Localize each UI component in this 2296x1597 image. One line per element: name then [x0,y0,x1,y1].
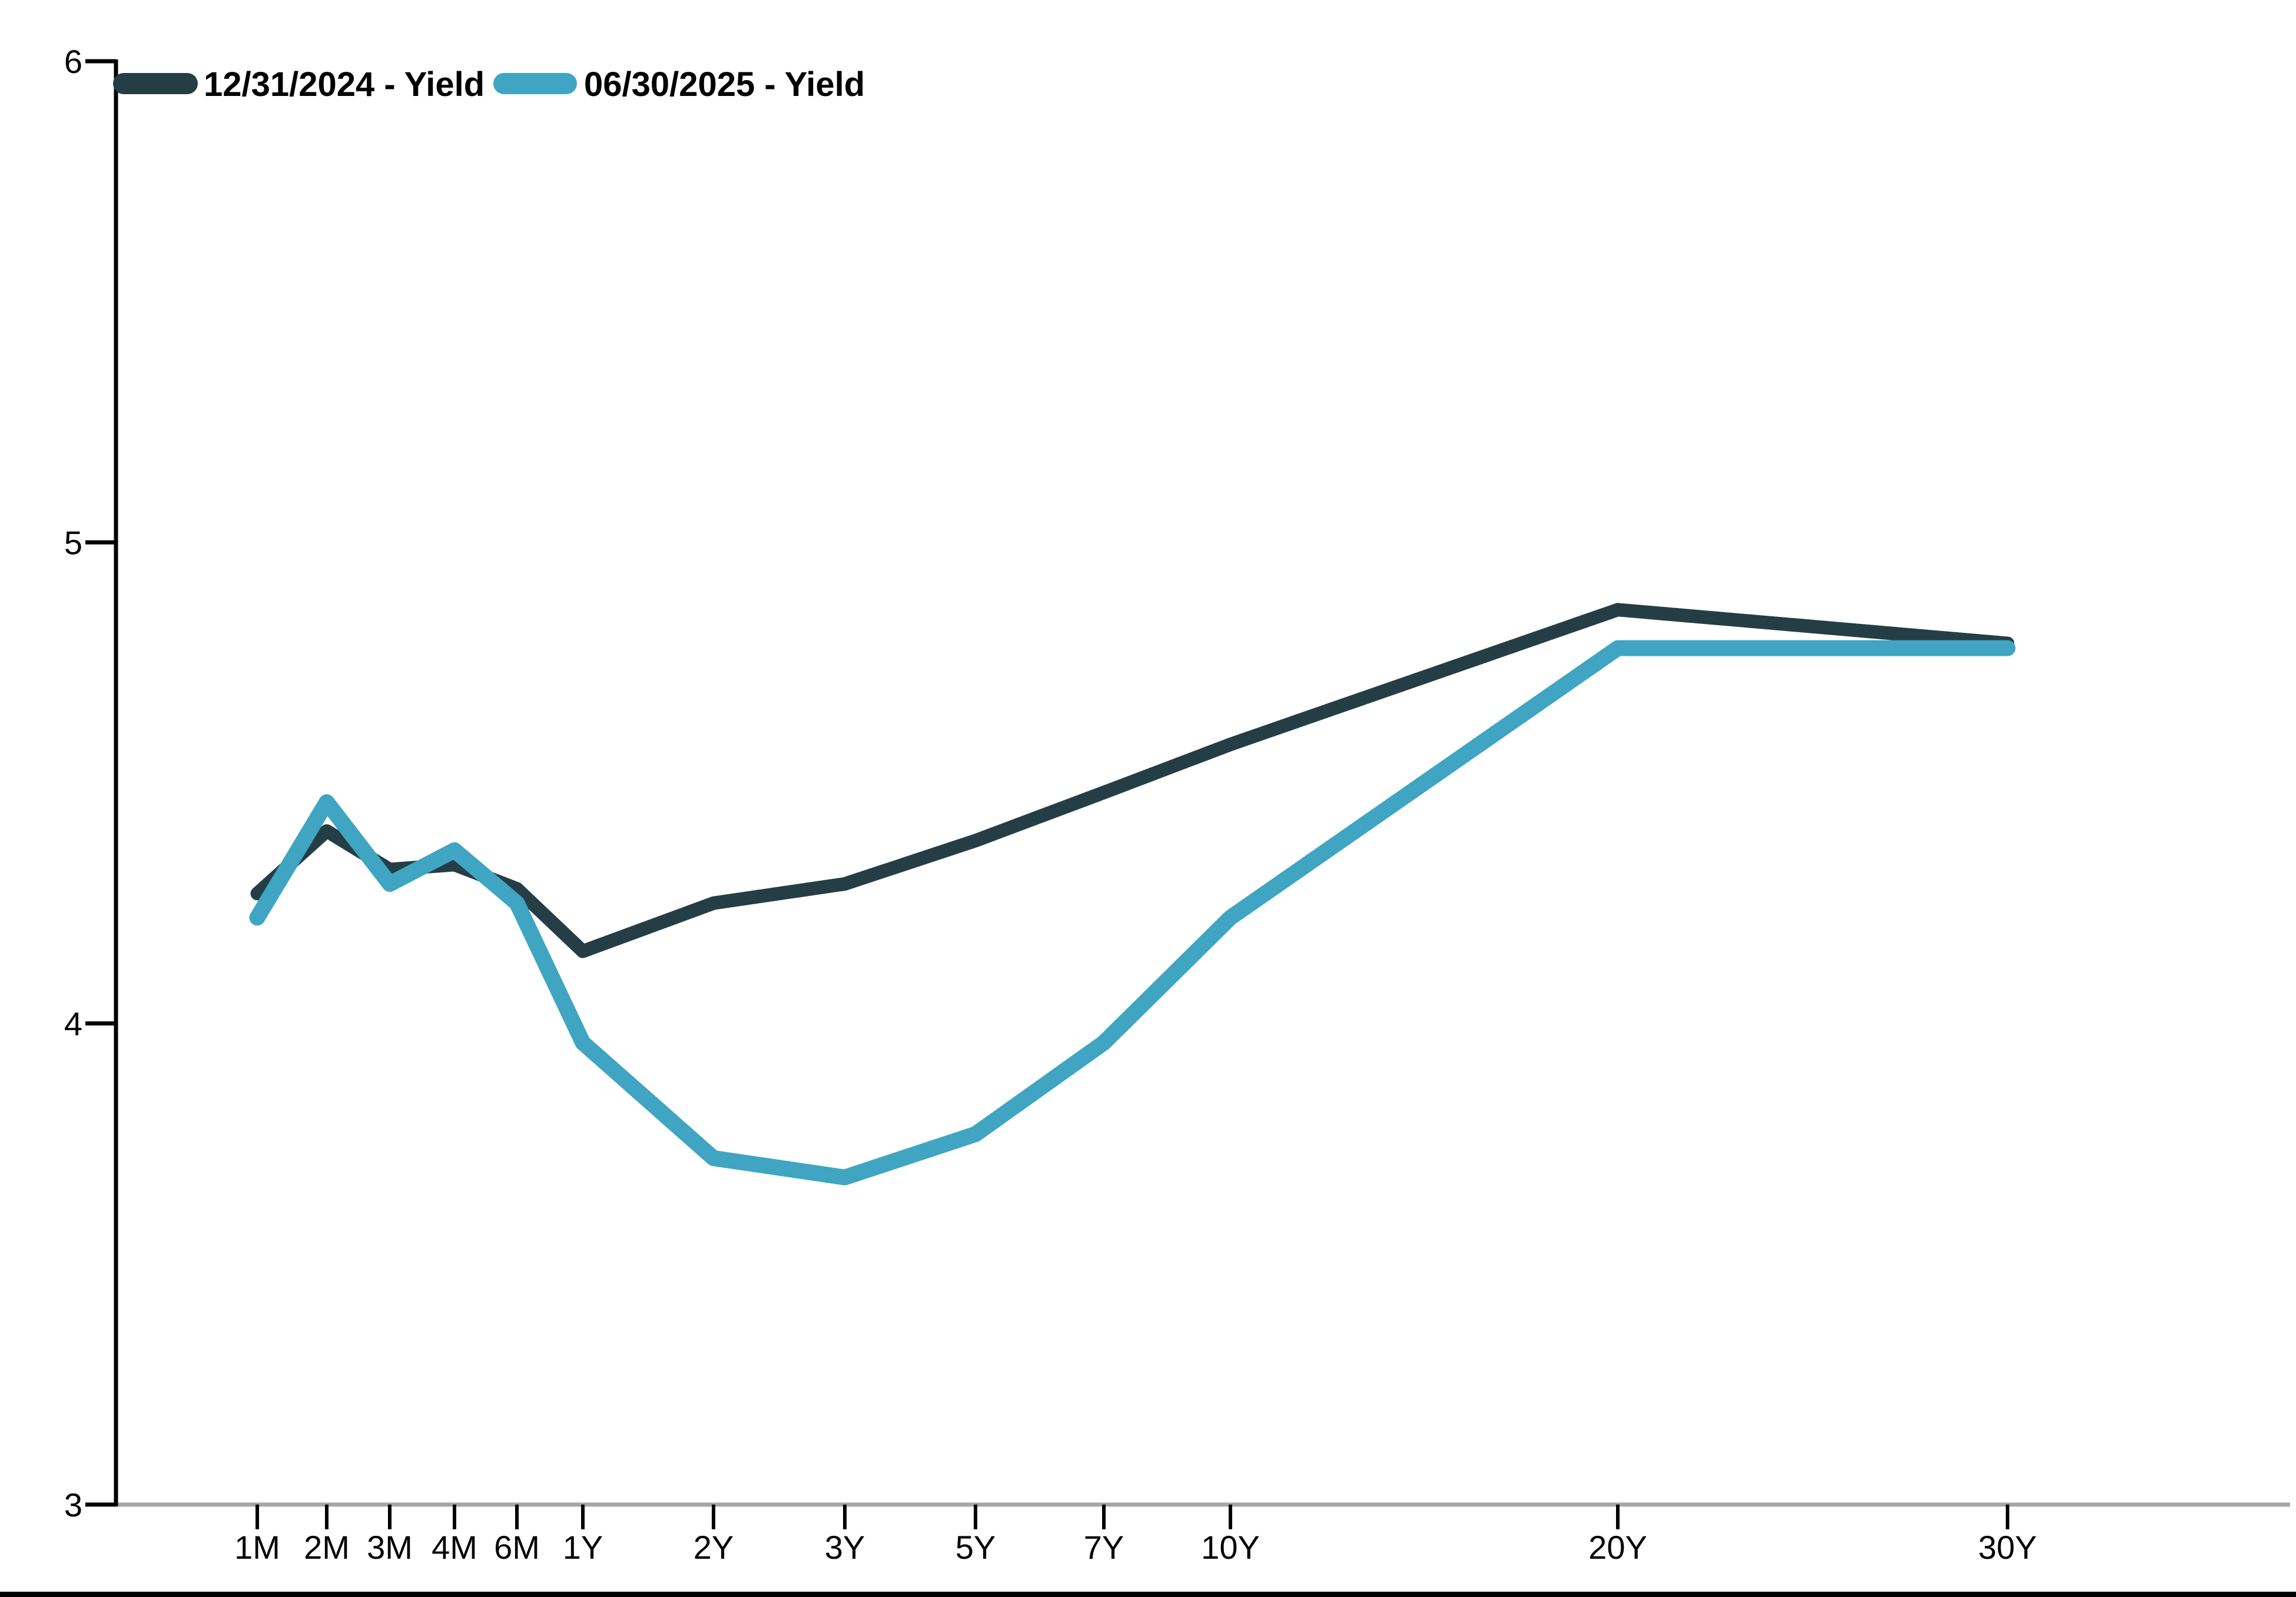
x-tick-label: 3M [367,1529,413,1566]
x-tick-label: 2M [304,1529,350,1566]
series-lines [249,603,2016,1186]
legend: 12/31/2024 - Yield 06/30/2025 - Yield [113,65,865,104]
x-tick-label: 4M [432,1529,477,1566]
x-tick-label: 6M [494,1529,540,1566]
y-tick-label: 6 [64,43,82,80]
x-tick-label: 10Y [1201,1529,1260,1566]
bottom-border-bar [0,1592,2296,1597]
y-tick-label: 3 [64,1486,82,1523]
x-tick-label: 3Y [825,1529,865,1566]
x-tick-label: 7Y [1084,1529,1124,1566]
legend-label-2025: 06/30/2025 - Yield [584,65,865,104]
series-line-1 [249,640,2016,1186]
series-line-0 [250,603,2015,958]
y-tick-label: 5 [64,524,82,561]
legend-label-2024: 12/31/2024 - Yield [204,65,485,104]
x-tick-label: 1Y [563,1529,603,1566]
y-tick-label: 4 [64,1005,82,1042]
x-tick-label: 30Y [1978,1529,2037,1566]
x-tick-label: 5Y [955,1529,996,1566]
axes: 3 4 5 6 1M 2M 3M 4M 6M 1Y 2Y 3Y 5Y 7Y 10Y 20Y 30Y [64,43,2290,1566]
x-tick-label: 2Y [694,1529,734,1566]
x-tick-label: 1M [234,1529,280,1566]
x-tick-label: 20Y [1588,1529,1647,1566]
